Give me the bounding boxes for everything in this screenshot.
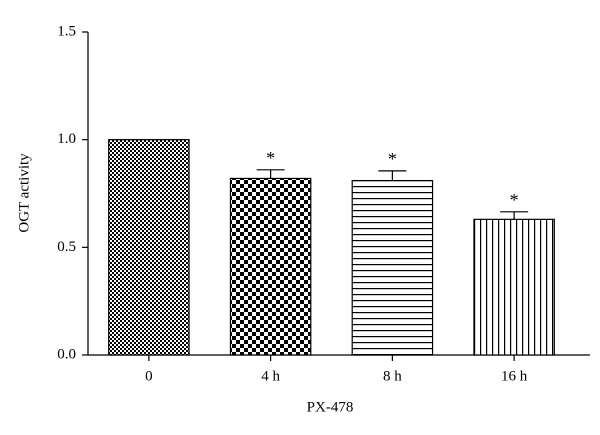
- y-tick-label: 1.0: [57, 131, 76, 147]
- error-bar: [256, 169, 285, 179]
- significance-mark: *: [510, 190, 519, 210]
- bar: [108, 139, 190, 356]
- bar: [229, 177, 312, 356]
- y-axis-label: OGT activity: [16, 153, 32, 233]
- x-tick-label: 16 h: [501, 368, 528, 384]
- significance-mark: *: [388, 149, 397, 169]
- error-bar: [378, 170, 407, 181]
- y-tick-label: 0.5: [57, 239, 76, 255]
- y-tick-label: 1.5: [57, 23, 76, 39]
- error-bar: [500, 211, 529, 220]
- x-axis-label: PX-478: [307, 399, 354, 415]
- bar: [473, 218, 555, 356]
- x-tick-label: 4 h: [261, 368, 280, 384]
- bar: [351, 179, 434, 356]
- y-tick-label: 0.0: [57, 346, 76, 362]
- significance-mark: *: [266, 148, 275, 168]
- x-tick-label: 8 h: [383, 368, 402, 384]
- x-tick-label: 0: [145, 368, 153, 384]
